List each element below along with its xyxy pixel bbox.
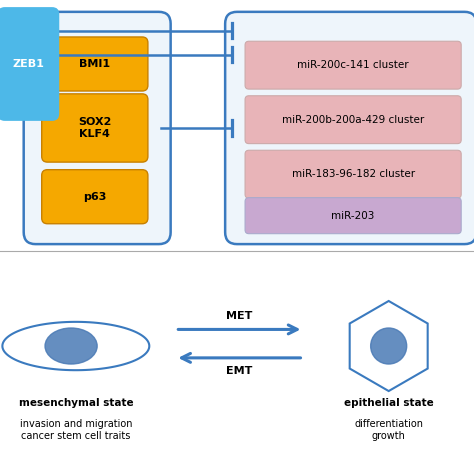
FancyBboxPatch shape	[24, 12, 171, 244]
FancyBboxPatch shape	[245, 41, 461, 89]
Text: miR-203: miR-203	[331, 210, 375, 221]
Text: MET: MET	[226, 311, 253, 321]
Text: EMT: EMT	[226, 366, 253, 376]
Text: p63: p63	[83, 191, 107, 202]
FancyBboxPatch shape	[245, 198, 461, 234]
FancyBboxPatch shape	[42, 94, 148, 162]
FancyBboxPatch shape	[42, 37, 148, 91]
FancyBboxPatch shape	[225, 12, 474, 244]
Text: mesenchymal state: mesenchymal state	[18, 398, 133, 408]
Text: BMI1: BMI1	[79, 59, 110, 69]
FancyBboxPatch shape	[0, 7, 59, 121]
Text: differentiation
growth: differentiation growth	[354, 419, 423, 441]
FancyBboxPatch shape	[245, 96, 461, 144]
Text: SOX2
KLF4: SOX2 KLF4	[78, 117, 111, 139]
Text: miR-183-96-182 cluster: miR-183-96-182 cluster	[292, 169, 415, 179]
Text: miR-200c-141 cluster: miR-200c-141 cluster	[297, 60, 409, 70]
Polygon shape	[2, 322, 149, 370]
Text: invasion and migration
cancer stem cell traits: invasion and migration cancer stem cell …	[19, 419, 132, 441]
Polygon shape	[350, 301, 428, 391]
Text: epithelial state: epithelial state	[344, 398, 434, 408]
Text: ZEB1: ZEB1	[12, 59, 45, 69]
Ellipse shape	[45, 328, 97, 364]
FancyBboxPatch shape	[42, 170, 148, 224]
Circle shape	[371, 328, 407, 364]
FancyBboxPatch shape	[245, 150, 461, 198]
Text: miR-200b-200a-429 cluster: miR-200b-200a-429 cluster	[282, 115, 424, 125]
